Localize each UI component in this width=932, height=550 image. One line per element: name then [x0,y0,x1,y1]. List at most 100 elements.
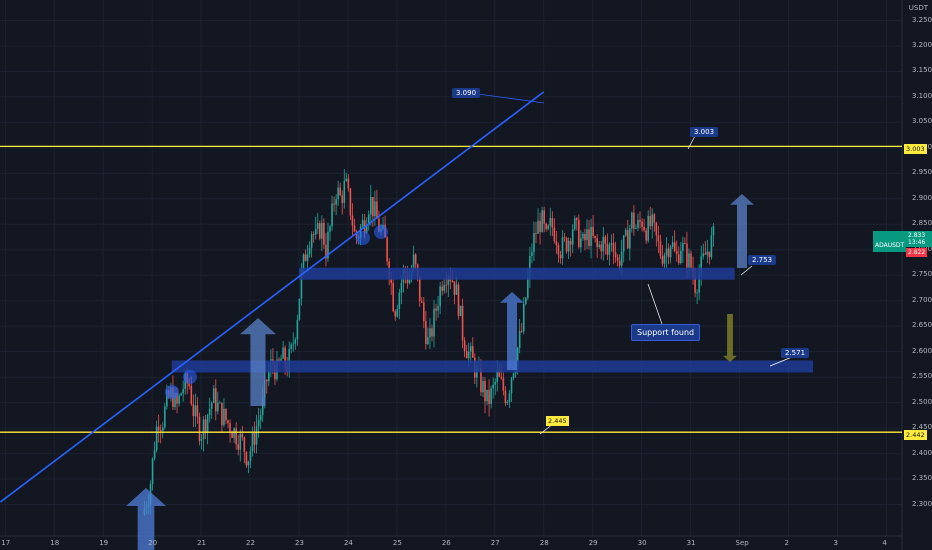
candle-body [302,254,305,270]
candle-body [367,214,370,226]
candle-body [420,301,423,303]
price-tick-label: 2.450 [912,423,932,432]
candle-body [480,367,482,393]
candle-body [308,248,311,255]
candle-body [225,408,227,421]
candle-body [653,214,656,223]
candle-body [182,389,184,394]
candle-body [243,437,246,453]
candle-body [247,461,250,466]
candle-body [527,276,529,298]
candle-body [176,392,178,404]
price-tick-label: 3.250 [912,15,932,24]
candle-body [200,439,203,441]
candle-body [484,381,486,402]
candle-body [257,420,260,427]
candle-body [516,348,519,368]
candle-body [323,222,325,245]
candle-body [333,203,335,205]
candle-body [161,427,164,432]
label-connector [769,356,793,367]
candle-body [688,253,690,268]
touch-point-marker [165,385,179,399]
candle-body [347,178,350,189]
time-tick-label: 4 [882,539,887,547]
support-2-label[interactable]: 2.571 [781,348,810,358]
upper-level-label[interactable]: 3.003 [690,127,719,137]
candle-body [400,283,403,293]
symbol-name: ADAUSDT [875,242,905,249]
candle-body [408,279,411,284]
time-tick-label: 24 [343,539,353,547]
candle-body [341,195,344,203]
candle-body [457,284,460,316]
candle-body [584,233,586,241]
candle-body [235,428,237,445]
candle-body [214,388,217,412]
candle-body [708,251,711,258]
candle-body [567,240,570,252]
candle-body [376,201,378,219]
bar-countdown: 13:46 [908,239,930,246]
candle-body [675,251,678,255]
candle-body [590,226,592,247]
candle-body [153,450,156,459]
candle-body [575,218,578,220]
candle-body [553,227,556,242]
time-tick-label: 22 [246,539,255,547]
candle-body [180,393,182,396]
upper-line-price-tag: 3.003 [904,144,927,154]
candle-body [461,305,464,341]
last-price: 2.833 [908,232,930,239]
support-1-label[interactable]: 2.753 [748,255,777,265]
candle-body [649,215,652,227]
candle-body [637,220,639,229]
candle-body [677,254,680,264]
candle-body [608,244,611,255]
candle-body [469,346,472,352]
candle-body [198,416,201,441]
lower-level-label[interactable]: 2.445 [546,416,569,426]
candle-body [704,253,707,255]
candle-body [427,337,429,345]
time-tick-label: 21 [197,539,207,547]
candle-body [227,420,229,424]
candle-body [494,381,497,385]
candle-body [163,406,166,428]
candle-body [535,233,537,234]
candle-body [386,237,388,262]
candle-body [626,230,629,249]
candle-body [241,433,244,438]
candle-body [592,226,594,236]
candle-body [423,302,425,322]
price-tick-label: 3.050 [912,117,932,126]
candle-body [212,388,215,403]
support-found-callout[interactable]: Support found [631,324,701,341]
label-connector [687,135,696,150]
candle-body [284,347,286,367]
candle-body [606,243,609,255]
candle-body [192,404,195,417]
candle-body [304,254,307,262]
candle-body [374,201,376,217]
candle-body [282,347,284,359]
candle-body [221,402,223,426]
candle-body [459,305,462,316]
trendline-label[interactable]: 3.090 [452,88,481,98]
candle-body [694,277,696,293]
candle-body [571,229,574,245]
candle-body [310,234,313,249]
candle-body [178,395,180,404]
time-tick-label: Sep [735,539,749,547]
candle-body [268,370,270,382]
candle-body [390,278,392,283]
candle-body [321,222,323,239]
last-price-tag: 2.833 13:46 [906,231,932,247]
time-tick-label: 2 [784,539,789,547]
candle-body [208,408,211,415]
candle-body [249,451,252,462]
candle-body [261,397,264,415]
candle-body [290,344,293,349]
